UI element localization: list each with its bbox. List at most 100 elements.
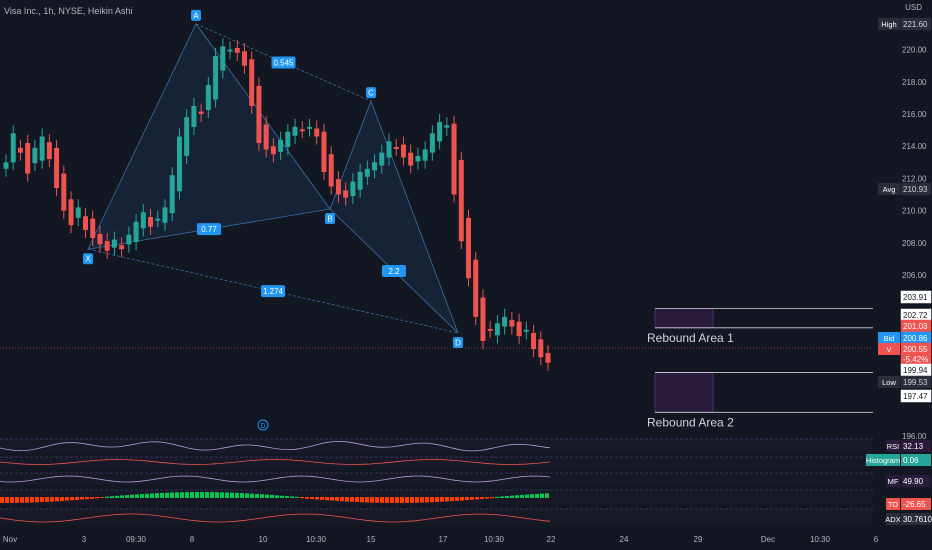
price-tag-label: V bbox=[886, 345, 891, 354]
to-histogram-bar bbox=[120, 495, 124, 498]
price-tag-box bbox=[900, 389, 932, 403]
to-histogram-bar bbox=[450, 497, 454, 502]
price-tag-label: Avg bbox=[883, 185, 896, 194]
to-histogram-bar bbox=[375, 497, 379, 503]
y-tick-label: 220.00 bbox=[902, 46, 927, 55]
to-histogram-bar bbox=[315, 497, 319, 500]
price-tag-value: 221.60 bbox=[903, 20, 928, 29]
candle-body bbox=[278, 139, 284, 152]
ratio-box bbox=[197, 223, 221, 236]
x-tick-label: 22 bbox=[547, 535, 556, 544]
candle-body bbox=[400, 144, 406, 158]
to-histogram-bar bbox=[245, 493, 249, 498]
candle-body bbox=[299, 129, 305, 132]
candle-body bbox=[205, 85, 211, 110]
to-histogram-bar bbox=[320, 497, 324, 500]
to-histogram-bar bbox=[510, 495, 514, 498]
x-tick-label: 24 bbox=[620, 535, 629, 544]
to-histogram-bar bbox=[145, 493, 149, 498]
pattern-point-label: C bbox=[368, 89, 374, 98]
macd-line bbox=[0, 459, 551, 465]
to-histogram-bar bbox=[400, 497, 404, 503]
candle-body bbox=[263, 124, 269, 150]
harmonic-pattern: X A B C D 0.545 0.77 1.274 2.2 bbox=[83, 9, 463, 348]
to-histogram-bar bbox=[340, 497, 344, 502]
candle-body bbox=[126, 234, 132, 245]
candle-body bbox=[25, 142, 31, 174]
indicator-value: 32.13 bbox=[903, 442, 924, 451]
to-histogram-bar bbox=[170, 492, 174, 498]
to-histogram-bar bbox=[460, 497, 464, 501]
candle-body bbox=[220, 46, 226, 71]
to-histogram-bar bbox=[265, 494, 269, 498]
y-tick-label: 214.00 bbox=[902, 142, 927, 151]
candle-body bbox=[357, 171, 363, 190]
to-histogram-bar bbox=[110, 496, 114, 498]
candle-body bbox=[256, 85, 262, 143]
to-histogram-bar bbox=[100, 497, 104, 498]
candle-body bbox=[466, 217, 472, 279]
to-histogram-bar bbox=[370, 497, 374, 503]
candle-body bbox=[545, 353, 551, 363]
to-histogram-bar bbox=[130, 494, 134, 498]
candle-body bbox=[480, 297, 486, 342]
rebound-zones: Rebound Area 1 Rebound Area 2 bbox=[647, 308, 873, 429]
ratio-box bbox=[382, 264, 406, 277]
x-tick-label: 29 bbox=[694, 535, 703, 544]
to-histogram-bar bbox=[505, 496, 509, 498]
candle-body bbox=[191, 105, 197, 127]
to-histogram-bar bbox=[195, 492, 199, 498]
candle-body bbox=[3, 162, 9, 169]
candle-body bbox=[155, 218, 161, 221]
event-marker-icon bbox=[257, 419, 269, 431]
price-tag-value: 203.91 bbox=[903, 293, 928, 302]
indicator-value: 0.06 bbox=[903, 456, 919, 465]
candle-body bbox=[17, 147, 23, 153]
candle-body bbox=[169, 175, 175, 214]
candle-body bbox=[227, 49, 233, 52]
indicator-value: 30.7610 bbox=[903, 515, 932, 524]
to-histogram-bar bbox=[515, 495, 519, 498]
y-tick-label: 216.00 bbox=[902, 110, 927, 119]
candle-body bbox=[393, 147, 399, 150]
to-histogram-bar bbox=[295, 496, 299, 498]
candle-body bbox=[285, 131, 291, 148]
candle-body bbox=[335, 179, 341, 195]
to-histogram-bar bbox=[445, 497, 449, 502]
candle-body bbox=[531, 332, 537, 350]
candle-body bbox=[487, 328, 493, 331]
to-histogram-bar bbox=[350, 497, 354, 502]
indicator-panel-bg bbox=[0, 457, 873, 467]
x-tick-label: Nov bbox=[3, 535, 17, 544]
pattern-point-box bbox=[453, 336, 463, 348]
x-tick-label: Dec bbox=[761, 535, 775, 544]
candle-body bbox=[509, 320, 515, 327]
candle-body bbox=[516, 321, 522, 337]
y-tick-label: 210.00 bbox=[902, 207, 927, 216]
to-histogram-bar bbox=[165, 492, 169, 498]
candle-body bbox=[422, 149, 428, 161]
to-histogram-bar bbox=[225, 492, 229, 498]
to-histogram-bar bbox=[385, 497, 389, 503]
to-histogram-bar bbox=[425, 497, 429, 503]
to-histogram-bar bbox=[210, 492, 214, 498]
candle-body bbox=[111, 239, 117, 248]
to-histogram-bar bbox=[280, 495, 284, 498]
to-histogram-bar bbox=[305, 497, 309, 499]
candle-body bbox=[437, 122, 443, 142]
candle-body bbox=[270, 146, 276, 155]
event-marker-label: D bbox=[260, 423, 265, 430]
price-tag-value: 210.93 bbox=[903, 185, 928, 194]
y-tick-label: 206.00 bbox=[902, 271, 927, 280]
price-tag-label: Low bbox=[882, 378, 896, 387]
to-histogram-bar bbox=[215, 492, 219, 498]
to-histogram-bar bbox=[325, 497, 329, 501]
price-tag-label-box bbox=[878, 343, 900, 355]
candle-body bbox=[213, 56, 219, 100]
to-histogram-bar bbox=[220, 492, 224, 498]
to-histogram-bar bbox=[545, 493, 549, 498]
to-histogram-bar bbox=[520, 494, 524, 498]
to-histogram-bar bbox=[105, 496, 109, 498]
x-tick-label: 3 bbox=[82, 535, 87, 544]
